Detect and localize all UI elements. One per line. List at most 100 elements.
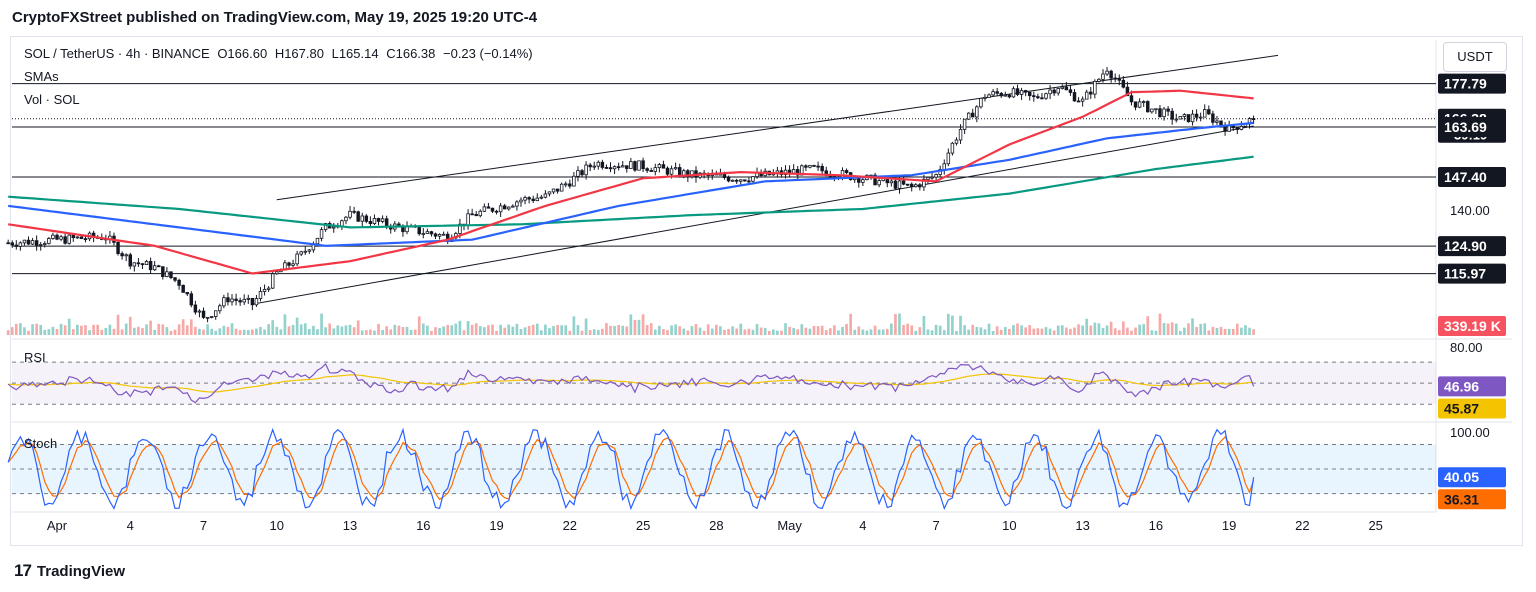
candle-body[interactable]	[743, 179, 747, 182]
candle-body[interactable]	[344, 216, 348, 222]
candle-body[interactable]	[804, 165, 808, 168]
candle-body[interactable]	[934, 174, 938, 178]
candle-body[interactable]	[1150, 108, 1154, 113]
candle-body[interactable]	[502, 205, 507, 210]
candle-body[interactable]	[901, 180, 906, 185]
candle-body[interactable]	[230, 298, 234, 303]
candle-body[interactable]	[360, 215, 364, 222]
candle-body[interactable]	[1044, 93, 1048, 99]
candle-body[interactable]	[612, 166, 617, 170]
candle-body[interactable]	[897, 180, 902, 189]
candle-body[interactable]	[1141, 101, 1146, 103]
candle-body[interactable]	[511, 205, 515, 208]
candle-body[interactable]	[559, 183, 564, 192]
candle-body[interactable]	[75, 236, 80, 239]
candle-body[interactable]	[808, 165, 812, 168]
sma-fast-line[interactable]	[8, 89, 1254, 275]
candle-body[interactable]	[796, 169, 800, 176]
candle-body[interactable]	[572, 175, 576, 187]
candle-body[interactable]	[323, 223, 328, 231]
candle-body[interactable]	[722, 173, 727, 178]
candle-body[interactable]	[266, 287, 271, 290]
candle-body[interactable]	[734, 179, 739, 182]
candle-body[interactable]	[1093, 80, 1097, 95]
candle-body[interactable]	[356, 211, 360, 222]
candle-body[interactable]	[1129, 95, 1134, 103]
candle-body[interactable]	[59, 236, 63, 240]
candle-body[interactable]	[352, 210, 356, 213]
candle-body[interactable]	[1052, 89, 1056, 94]
candle-body[interactable]	[1174, 118, 1178, 121]
candle-body[interactable]	[580, 170, 584, 176]
candle-body[interactable]	[507, 206, 511, 210]
candle-body[interactable]	[877, 180, 881, 186]
candle-body[interactable]	[1060, 86, 1065, 89]
candle-body[interactable]	[291, 263, 295, 266]
candle-body[interactable]	[307, 249, 312, 252]
candle-body[interactable]	[905, 183, 910, 186]
candle-body[interactable]	[1105, 70, 1109, 75]
candle-body[interactable]	[637, 160, 641, 171]
candle-body[interactable]	[1170, 110, 1174, 120]
candle-body[interactable]	[893, 180, 898, 189]
candle-body[interactable]	[494, 210, 499, 213]
candle-body[interactable]	[730, 179, 735, 182]
candle-body[interactable]	[1036, 96, 1040, 99]
candle-body[interactable]	[433, 233, 438, 237]
candle-body[interactable]	[633, 161, 637, 171]
candle-body[interactable]	[584, 164, 588, 176]
candle-body[interactable]	[747, 180, 751, 183]
candle-body[interactable]	[983, 96, 987, 99]
candle-body[interactable]	[315, 237, 320, 245]
candle-body[interactable]	[608, 167, 613, 170]
candle-body[interactable]	[1003, 94, 1008, 97]
candle-body[interactable]	[922, 178, 926, 188]
candle-body[interactable]	[539, 196, 544, 199]
rsi-line[interactable]	[7, 362, 1255, 404]
candle-body[interactable]	[1125, 86, 1130, 97]
symbol-name[interactable]: SOL / TetherUS · 4h · BINANCE	[24, 46, 210, 61]
candle-body[interactable]	[421, 233, 426, 235]
candle-body[interactable]	[30, 240, 35, 245]
symbol-legend[interactable]: SOL / TetherUS · 4h · BINANCE O166.60 H1…	[24, 46, 537, 61]
candle-body[interactable]	[340, 220, 344, 227]
candle-body[interactable]	[364, 215, 369, 222]
candle-body[interactable]	[441, 233, 446, 236]
candle-body[interactable]	[1109, 70, 1113, 79]
channel-lower-line[interactable]	[252, 125, 1254, 305]
candle-body[interactable]	[930, 176, 934, 179]
candle-body[interactable]	[942, 163, 946, 170]
candle-body[interactable]	[645, 168, 649, 171]
tradingview-logo[interactable]: 17 TradingView	[14, 561, 125, 581]
candle-body[interactable]	[625, 165, 629, 169]
rsi-pane-label[interactable]: RSI	[24, 350, 46, 365]
candle-body[interactable]	[429, 231, 434, 235]
candle-body[interactable]	[739, 179, 743, 182]
candle-body[interactable]	[474, 214, 478, 217]
candle-body[interactable]	[332, 226, 336, 229]
candle-body[interactable]	[165, 271, 169, 277]
candle-body[interactable]	[1137, 101, 1142, 108]
candle-body[interactable]	[181, 284, 185, 293]
candle-body[interactable]	[620, 165, 625, 168]
candle-body[interactable]	[250, 297, 255, 306]
candle-body[interactable]	[425, 231, 430, 234]
candle-body[interactable]	[535, 197, 539, 202]
candle-body[interactable]	[547, 191, 552, 195]
candle-body[interactable]	[596, 161, 601, 167]
candle-body[interactable]	[991, 91, 995, 96]
candle-body[interactable]	[914, 184, 918, 188]
candle-body[interactable]	[751, 176, 755, 182]
candle-body[interactable]	[38, 244, 43, 246]
candle-body[interactable]	[79, 236, 84, 240]
rsi-ma-line[interactable]	[8, 373, 1254, 393]
candle-body[interactable]	[661, 164, 666, 169]
candle-body[interactable]	[946, 152, 951, 165]
candle-body[interactable]	[478, 210, 483, 217]
candle-body[interactable]	[649, 170, 653, 172]
candle-body[interactable]	[1235, 127, 1240, 130]
candle-body[interactable]	[189, 293, 194, 306]
candle-body[interactable]	[812, 165, 816, 167]
candle-body[interactable]	[1203, 109, 1207, 118]
